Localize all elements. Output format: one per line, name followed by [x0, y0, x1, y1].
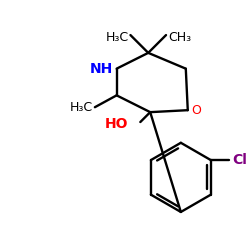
Text: O: O: [192, 104, 202, 117]
Text: HO: HO: [105, 117, 128, 131]
Text: Cl: Cl: [232, 153, 248, 167]
Text: H₃C: H₃C: [70, 101, 93, 114]
Text: CH₃: CH₃: [168, 31, 191, 44]
Text: NH: NH: [90, 62, 113, 76]
Text: H₃C: H₃C: [105, 31, 128, 44]
